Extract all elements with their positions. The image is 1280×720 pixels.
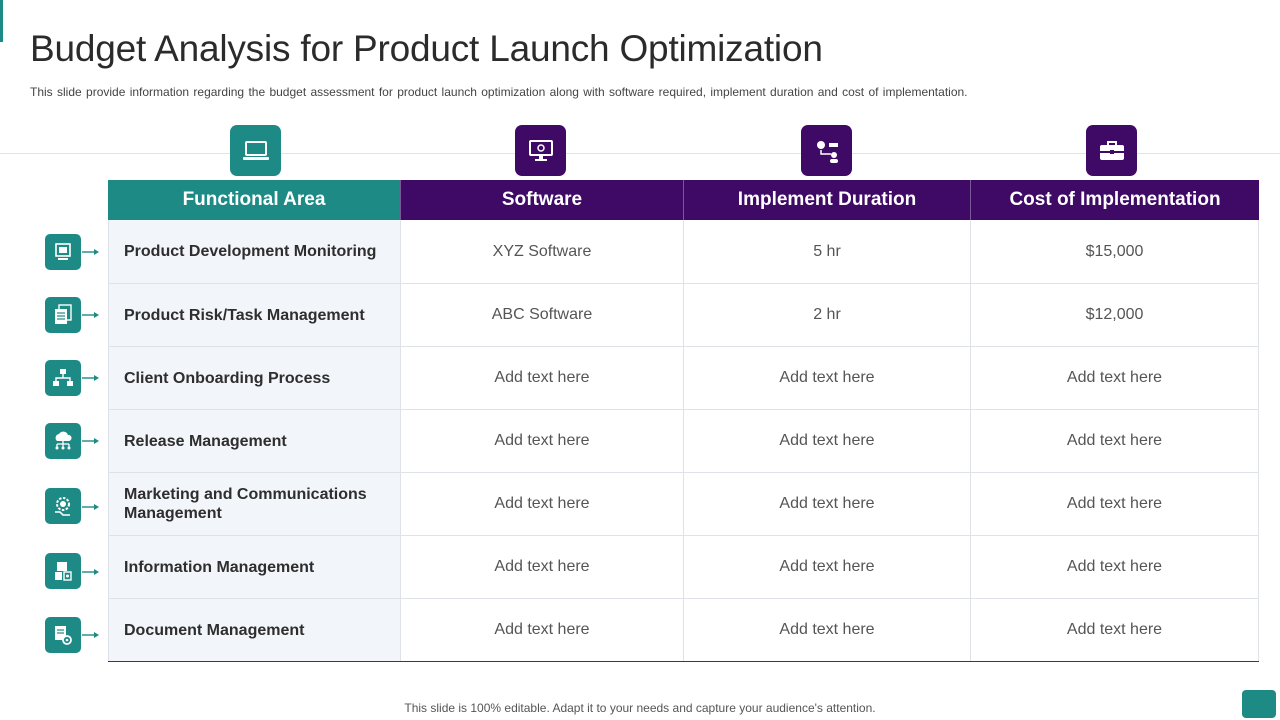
footer-note: This slide is 100% editable. Adapt it to… [404, 701, 876, 715]
arrow-icon [82, 375, 99, 381]
budget-table: Functional Area Software Implement Durat… [108, 180, 1259, 662]
duration-cell: 5 hr [683, 220, 970, 283]
functional-area-cell: Release Management [108, 410, 400, 472]
cost-cell: $15,000 [970, 220, 1259, 283]
software-cell: Add text here [400, 599, 683, 661]
table-row: Product Risk/Task Management ABC Softwar… [108, 283, 1259, 346]
org-chart-icon [45, 360, 81, 396]
cost-cell: $12,000 [970, 284, 1259, 346]
cost-cell: Add text here [970, 536, 1259, 598]
toolbox-icon [1086, 125, 1137, 176]
table-header: Functional Area Software Implement Durat… [108, 180, 1259, 220]
duration-cell: Add text here [683, 599, 970, 661]
duration-cell: Add text here [683, 410, 970, 472]
cost-cell: Add text here [970, 599, 1259, 661]
duration-cell: Add text here [683, 473, 970, 535]
table-row: Release Management Add text here Add tex… [108, 409, 1259, 472]
monitoring-icon [45, 234, 81, 270]
page-subtitle: This slide provide information regarding… [30, 85, 968, 99]
table-body: Product Development Monitoring XYZ Softw… [108, 220, 1259, 661]
arrow-icon [82, 438, 99, 444]
laptop-icon [230, 125, 281, 176]
arrow-icon [82, 312, 99, 318]
functional-area-cell: Product Risk/Task Management [108, 284, 400, 346]
software-cell: Add text here [400, 473, 683, 535]
arrow-icon [82, 249, 99, 255]
software-cell: ABC Software [400, 284, 683, 346]
functional-area-cell: Marketing and Communications Management [108, 473, 400, 535]
table-row: Client Onboarding Process Add text here … [108, 346, 1259, 409]
software-cell: Add text here [400, 410, 683, 472]
software-cell: Add text here [400, 536, 683, 598]
table-row: Marketing and Communications Management … [108, 472, 1259, 535]
software-cell: XYZ Software [400, 220, 683, 283]
megaphone-gear-icon [45, 488, 81, 524]
header-software: Software [400, 180, 683, 220]
functional-area-cell: Product Development Monitoring [108, 220, 400, 283]
header-functional-area: Functional Area [108, 180, 400, 220]
cost-cell: Add text here [970, 347, 1259, 409]
divider [0, 153, 1280, 154]
header-cost: Cost of Implementation [970, 180, 1259, 220]
duration-cell: 2 hr [683, 284, 970, 346]
corner-decoration [1242, 690, 1276, 718]
table-row: Product Development Monitoring XYZ Softw… [108, 220, 1259, 283]
corner-accent [0, 0, 3, 42]
arrow-icon [82, 632, 99, 638]
cost-cell: Add text here [970, 473, 1259, 535]
monitor-settings-icon [515, 125, 566, 176]
cost-cell: Add text here [970, 410, 1259, 472]
document-gear-icon [45, 617, 81, 653]
header-implement-duration: Implement Duration [683, 180, 970, 220]
software-cell: Add text here [400, 347, 683, 409]
cloud-network-icon [45, 423, 81, 459]
process-flow-icon [801, 125, 852, 176]
table-row: Information Management Add text here Add… [108, 535, 1259, 598]
functional-area-cell: Client Onboarding Process [108, 347, 400, 409]
page-title: Budget Analysis for Product Launch Optim… [30, 28, 823, 69]
functional-area-cell: Document Management [108, 599, 400, 661]
table-row: Document Management Add text here Add te… [108, 598, 1259, 661]
duration-cell: Add text here [683, 347, 970, 409]
documents-icon [45, 297, 81, 333]
arrow-icon [82, 569, 99, 575]
information-icon [45, 553, 81, 589]
functional-area-cell: Information Management [108, 536, 400, 598]
arrow-icon [82, 504, 99, 510]
duration-cell: Add text here [683, 536, 970, 598]
